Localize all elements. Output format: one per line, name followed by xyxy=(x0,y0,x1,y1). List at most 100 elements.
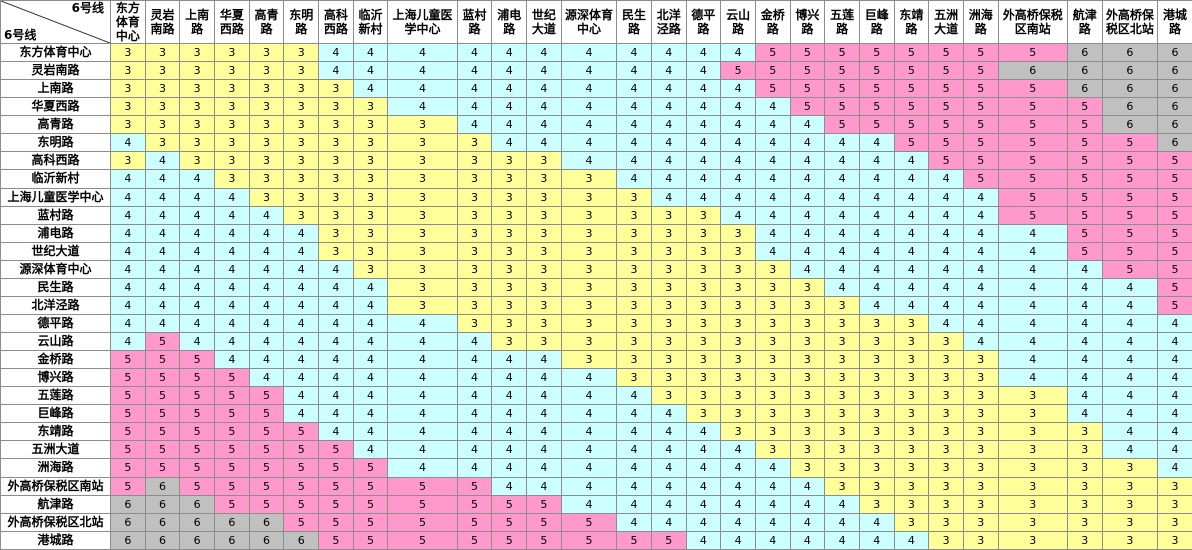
fare-cell: 3 xyxy=(651,369,686,387)
fare-cell: 4 xyxy=(859,134,894,152)
fare-cell: 4 xyxy=(145,188,180,206)
fare-cell: 3 xyxy=(963,531,998,549)
fare-cell: 4 xyxy=(998,296,1067,314)
row-header-station: 东靖路 xyxy=(1,423,111,441)
fare-cell: 3 xyxy=(790,333,825,351)
fare-cell: 3 xyxy=(963,513,998,531)
fare-cell: 5 xyxy=(1158,260,1192,278)
fare-cell: 6 xyxy=(249,513,284,531)
fare-cell: 4 xyxy=(859,224,894,242)
fare-cell: 4 xyxy=(353,333,388,351)
fare-cell: 4 xyxy=(353,423,388,441)
fare-cell: 3 xyxy=(929,441,964,459)
fare-cell: 3 xyxy=(319,152,354,170)
fare-cell: 5 xyxy=(249,405,284,423)
fare-cell: 3 xyxy=(651,296,686,314)
fare-cell: 4 xyxy=(755,188,790,206)
row-header-station: 外高桥保税区北站 xyxy=(1,513,111,531)
fare-cell: 3 xyxy=(527,296,562,314)
fare-cell: 3 xyxy=(686,278,721,296)
fare-cell: 4 xyxy=(1067,405,1102,423)
fare-cell: 3 xyxy=(755,405,790,423)
fare-cell: 6 xyxy=(180,495,215,513)
fare-cell: 3 xyxy=(284,98,319,116)
fare-cell: 5 xyxy=(1067,242,1102,260)
column-header-station: 世纪大道 xyxy=(527,1,562,44)
fare-cell: 6 xyxy=(249,531,284,549)
fare-cell: 4 xyxy=(894,260,929,278)
fare-cell: 4 xyxy=(825,170,860,188)
fare-cell: 6 xyxy=(1102,62,1157,80)
fare-cell: 4 xyxy=(145,260,180,278)
fare-cell: 3 xyxy=(721,242,756,260)
fare-cell: 5 xyxy=(527,513,562,531)
fare-cell: 3 xyxy=(755,278,790,296)
fare-cell: 4 xyxy=(284,278,319,296)
fare-cell: 4 xyxy=(1067,260,1102,278)
fare-cell: 5 xyxy=(180,369,215,387)
fare-cell: 3 xyxy=(249,134,284,152)
fare-cell: 4 xyxy=(249,333,284,351)
fare-cell: 4 xyxy=(651,170,686,188)
fare-cell: 4 xyxy=(686,495,721,513)
row-header-station: 五洲大道 xyxy=(1,441,111,459)
fare-cell: 3 xyxy=(353,206,388,224)
fare-cell: 3 xyxy=(457,170,492,188)
fare-cell: 5 xyxy=(388,513,457,531)
fare-cell: 4 xyxy=(686,170,721,188)
fare-cell: 4 xyxy=(527,405,562,423)
fare-cell: 4 xyxy=(457,459,492,477)
fare-cell: 5 xyxy=(894,62,929,80)
fare-cell: 6 xyxy=(998,62,1067,80)
fare-cell: 3 xyxy=(998,513,1067,531)
fare-cell: 4 xyxy=(617,134,652,152)
fare-cell: 5 xyxy=(1067,116,1102,134)
fare-cell: 4 xyxy=(790,116,825,134)
fare-cell: 3 xyxy=(145,80,180,98)
fare-cell: 3 xyxy=(319,188,354,206)
fare-cell: 4 xyxy=(755,98,790,116)
fare-cell: 4 xyxy=(617,513,652,531)
fare-cell: 4 xyxy=(755,531,790,549)
fare-cell: 4 xyxy=(111,296,146,314)
fare-cell: 4 xyxy=(1158,314,1192,332)
row-header-station: 博兴路 xyxy=(1,369,111,387)
fare-cell: 3 xyxy=(894,351,929,369)
fare-cell: 5 xyxy=(617,531,652,549)
fare-cell: 3 xyxy=(457,134,492,152)
fare-cell: 3 xyxy=(388,188,457,206)
fare-cell: 3 xyxy=(319,98,354,116)
fare-cell: 3 xyxy=(388,206,457,224)
fare-cell: 3 xyxy=(894,405,929,423)
fare-cell: 4 xyxy=(721,170,756,188)
fare-cell: 3 xyxy=(686,333,721,351)
fare-cell: 4 xyxy=(353,278,388,296)
fare-cell: 4 xyxy=(249,224,284,242)
fare-cell: 3 xyxy=(1158,513,1192,531)
row-header-station: 巨峰路 xyxy=(1,405,111,423)
fare-cell: 4 xyxy=(651,495,686,513)
fare-cell: 4 xyxy=(651,423,686,441)
fare-cell: 5 xyxy=(215,495,250,513)
fare-cell: 5 xyxy=(963,98,998,116)
fare-cell: 4 xyxy=(180,170,215,188)
fare-cell: 3 xyxy=(721,224,756,242)
fare-cell: 5 xyxy=(929,80,964,98)
fare-cell: 4 xyxy=(790,188,825,206)
fare-cell: 4 xyxy=(721,206,756,224)
fare-cell: 3 xyxy=(145,134,180,152)
fare-cell: 3 xyxy=(686,351,721,369)
fare-cell: 3 xyxy=(998,495,1067,513)
fare-cell: 3 xyxy=(617,278,652,296)
fare-cell: 4 xyxy=(1158,423,1192,441)
column-header-station: 外高桥保税区南站 xyxy=(998,1,1067,44)
fare-cell: 3 xyxy=(388,278,457,296)
fare-cell: 4 xyxy=(284,314,319,332)
fare-cell: 4 xyxy=(686,98,721,116)
fare-cell: 4 xyxy=(145,170,180,188)
fare-cell: 4 xyxy=(492,62,527,80)
